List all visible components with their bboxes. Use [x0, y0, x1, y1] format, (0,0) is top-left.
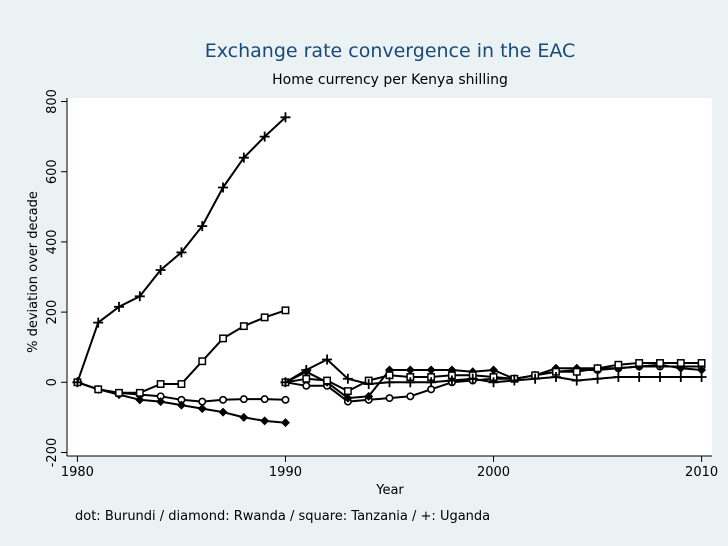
data-point-diamond	[156, 397, 166, 407]
data-point-square	[156, 380, 165, 388]
data-point-circle	[239, 395, 248, 404]
y-tick-label: 400	[45, 229, 60, 254]
data-point-square	[302, 374, 311, 383]
data-point-square	[676, 359, 685, 367]
data-point-square	[323, 376, 332, 385]
data-point-plus	[592, 373, 603, 384]
data-point-plus	[342, 373, 353, 384]
chart-note: dot: Burundi / diamond: Rwanda / square:…	[75, 509, 490, 524]
data-point-plus	[280, 112, 291, 123]
data-point-plus	[322, 354, 333, 365]
chart-subtitle: Home currency per Kenya shilling	[272, 72, 508, 88]
y-tick-label: 600	[45, 159, 60, 184]
series-layer	[72, 112, 707, 428]
data-point-plus	[259, 131, 270, 142]
data-point-diamond	[426, 365, 436, 375]
data-point-square	[115, 388, 123, 397]
data-point-square	[239, 322, 248, 331]
data-point-plus	[446, 375, 457, 386]
data-point-square	[635, 359, 644, 367]
data-point-plus	[488, 377, 499, 388]
data-point-plus	[550, 372, 561, 383]
data-point-plus	[301, 365, 312, 376]
data-point-diamond	[489, 365, 499, 375]
data-point-diamond	[364, 391, 374, 401]
chart-title: Exchange rate convergence in the EAC	[205, 40, 576, 62]
data-point-square	[281, 306, 290, 315]
data-point-square	[656, 359, 664, 367]
data-point-plus	[634, 372, 645, 383]
data-point-plus	[134, 291, 145, 302]
data-point-square	[135, 388, 144, 397]
data-point-diamond	[260, 416, 270, 426]
data-point-plus	[530, 373, 541, 384]
data-point-square	[94, 385, 103, 394]
y-axis-ticks: -200 0 200 400 600 800	[45, 89, 67, 467]
data-point-square	[343, 387, 352, 396]
data-point-square	[177, 380, 186, 388]
data-point-plus	[176, 247, 187, 258]
x-tick-label: 2000	[477, 465, 510, 480]
data-point-diamond	[280, 418, 290, 428]
data-point-square	[614, 360, 623, 369]
data-point-plus	[72, 377, 83, 388]
series-plus	[72, 112, 707, 390]
data-point-plus	[654, 372, 665, 383]
data-point-plus	[155, 264, 166, 275]
y-tick-label: 0	[45, 378, 60, 386]
y-tick-label: 200	[45, 300, 60, 325]
data-point-square	[260, 313, 269, 322]
data-point-diamond	[405, 365, 415, 375]
data-point-diamond	[343, 393, 353, 403]
data-point-circle	[385, 394, 394, 403]
data-point-circle	[281, 395, 290, 404]
data-point-diamond	[239, 412, 249, 422]
x-axis-title: Year	[375, 483, 404, 498]
data-point-plus	[571, 375, 582, 386]
data-point-plus	[426, 377, 437, 388]
data-point-diamond	[135, 395, 145, 405]
data-point-diamond	[176, 400, 186, 410]
data-point-plus	[696, 372, 707, 383]
data-point-diamond	[697, 365, 707, 375]
data-point-plus	[280, 377, 291, 388]
data-point-plus	[363, 379, 374, 390]
x-tick-label: 2010	[685, 465, 718, 480]
data-point-square	[219, 334, 227, 343]
data-point-circle	[406, 392, 415, 401]
y-tick-label: -200	[45, 438, 60, 468]
data-point-plus	[93, 317, 104, 328]
data-point-plus	[467, 373, 478, 384]
y-axis-title: % deviation over decade	[26, 191, 41, 353]
data-point-plus	[197, 221, 208, 232]
data-point-plus	[613, 372, 624, 383]
data-point-plus	[114, 301, 125, 312]
data-point-square	[572, 367, 581, 376]
data-point-plus	[238, 152, 249, 163]
data-point-plus	[384, 377, 395, 388]
data-point-plus	[675, 372, 686, 383]
data-point-diamond	[218, 407, 228, 417]
data-point-plus	[218, 182, 229, 193]
data-point-circle	[198, 397, 207, 406]
data-point-plus	[405, 377, 416, 388]
x-tick-label: 1980	[61, 465, 94, 480]
y-tick-label: 800	[45, 89, 60, 114]
data-point-square	[593, 364, 602, 373]
x-axis-ticks: 1980 1990 2000 2010	[61, 456, 718, 480]
data-point-circle	[219, 395, 228, 404]
data-point-plus	[509, 375, 520, 386]
data-point-square	[198, 357, 207, 366]
data-point-circle	[260, 395, 269, 404]
series-square	[73, 306, 706, 397]
data-point-diamond	[197, 404, 207, 414]
data-point-circle	[302, 381, 311, 390]
data-point-square	[697, 359, 706, 367]
x-tick-label: 1990	[269, 465, 302, 480]
